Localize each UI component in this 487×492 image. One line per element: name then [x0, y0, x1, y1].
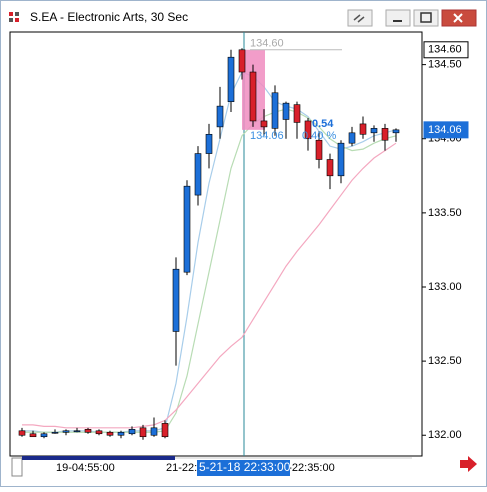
- candle-body: [337, 142, 345, 177]
- candle-body: [183, 185, 191, 273]
- scroll-bar[interactable]: [22, 456, 175, 460]
- ma-line: [22, 71, 397, 433]
- candle-body: [117, 431, 125, 436]
- measure-bottom-label: 134.06: [250, 130, 284, 142]
- candle-body: [205, 133, 213, 154]
- candle-body: [29, 433, 37, 438]
- measure-change-label: 0.54: [312, 118, 334, 130]
- candle-body: [150, 427, 158, 436]
- candle-body: [194, 153, 202, 196]
- candle-body: [18, 430, 26, 436]
- scroll-arrow[interactable]: [460, 456, 477, 472]
- candle-body: [348, 132, 356, 144]
- candle-body: [51, 431, 59, 434]
- candle-body: [392, 129, 400, 134]
- ma-line: [22, 142, 397, 429]
- candle-body: [139, 427, 147, 438]
- measure-top-label: 134.60: [250, 38, 284, 50]
- measure-percent-label: 0.40 %: [302, 130, 336, 142]
- candle-body: [260, 120, 268, 128]
- candle-body: [84, 429, 92, 433]
- price-tag-label: 134.06: [428, 124, 462, 136]
- price-tag-box: [423, 41, 469, 59]
- candle-body: [381, 128, 389, 141]
- x-tick-label: 19-04:55:00: [56, 462, 115, 474]
- crosshair-label-box: [197, 460, 290, 476]
- candle-body: [216, 105, 224, 128]
- maximize-button[interactable]: [413, 9, 439, 27]
- y-tick-label: 133.00: [428, 281, 462, 293]
- candle-body: [238, 49, 246, 73]
- x-tick-label: 21-22:35:00: [276, 462, 335, 474]
- candle-body: [249, 71, 257, 122]
- link-button[interactable]: [347, 9, 373, 27]
- plot-area: [9, 31, 423, 457]
- candle-body: [326, 159, 334, 177]
- candle-body: [106, 431, 114, 436]
- candle-body: [172, 268, 180, 332]
- y-tick-label: 132.00: [428, 429, 462, 441]
- y-tick-label: 134.50: [428, 59, 462, 71]
- candle-body: [315, 139, 323, 160]
- candle-body: [370, 128, 378, 134]
- candle-body: [359, 123, 367, 135]
- candle-body: [62, 430, 70, 433]
- candle-body: [73, 430, 81, 433]
- app-icon: [9, 12, 19, 22]
- marks: 132.00132.50133.00133.50134.00134.50134.…: [18, 38, 462, 441]
- minimize-button[interactable]: [385, 9, 411, 27]
- candle-body: [271, 92, 279, 129]
- candle-body: [40, 433, 48, 438]
- y-tick-label: 133.50: [428, 207, 462, 219]
- ma-line: [22, 108, 397, 433]
- crosshair-label: 5-21-18 22:33:00: [199, 460, 291, 474]
- window-title: S.EA - Electronic Arts, 30 Sec: [30, 10, 188, 24]
- close-button[interactable]: [441, 9, 477, 27]
- candle-body: [293, 104, 301, 123]
- candle-body: [161, 423, 169, 438]
- y-tick-label: 132.50: [428, 355, 462, 367]
- scroll-box[interactable]: [11, 457, 23, 477]
- price-tag-label: 134.60: [428, 44, 462, 56]
- candle-body: [304, 120, 312, 140]
- candle-body: [128, 429, 136, 435]
- candle-body: [95, 430, 103, 435]
- candle-body: [227, 56, 235, 102]
- price-tag-box: [423, 121, 469, 139]
- candle-body: [282, 102, 290, 120]
